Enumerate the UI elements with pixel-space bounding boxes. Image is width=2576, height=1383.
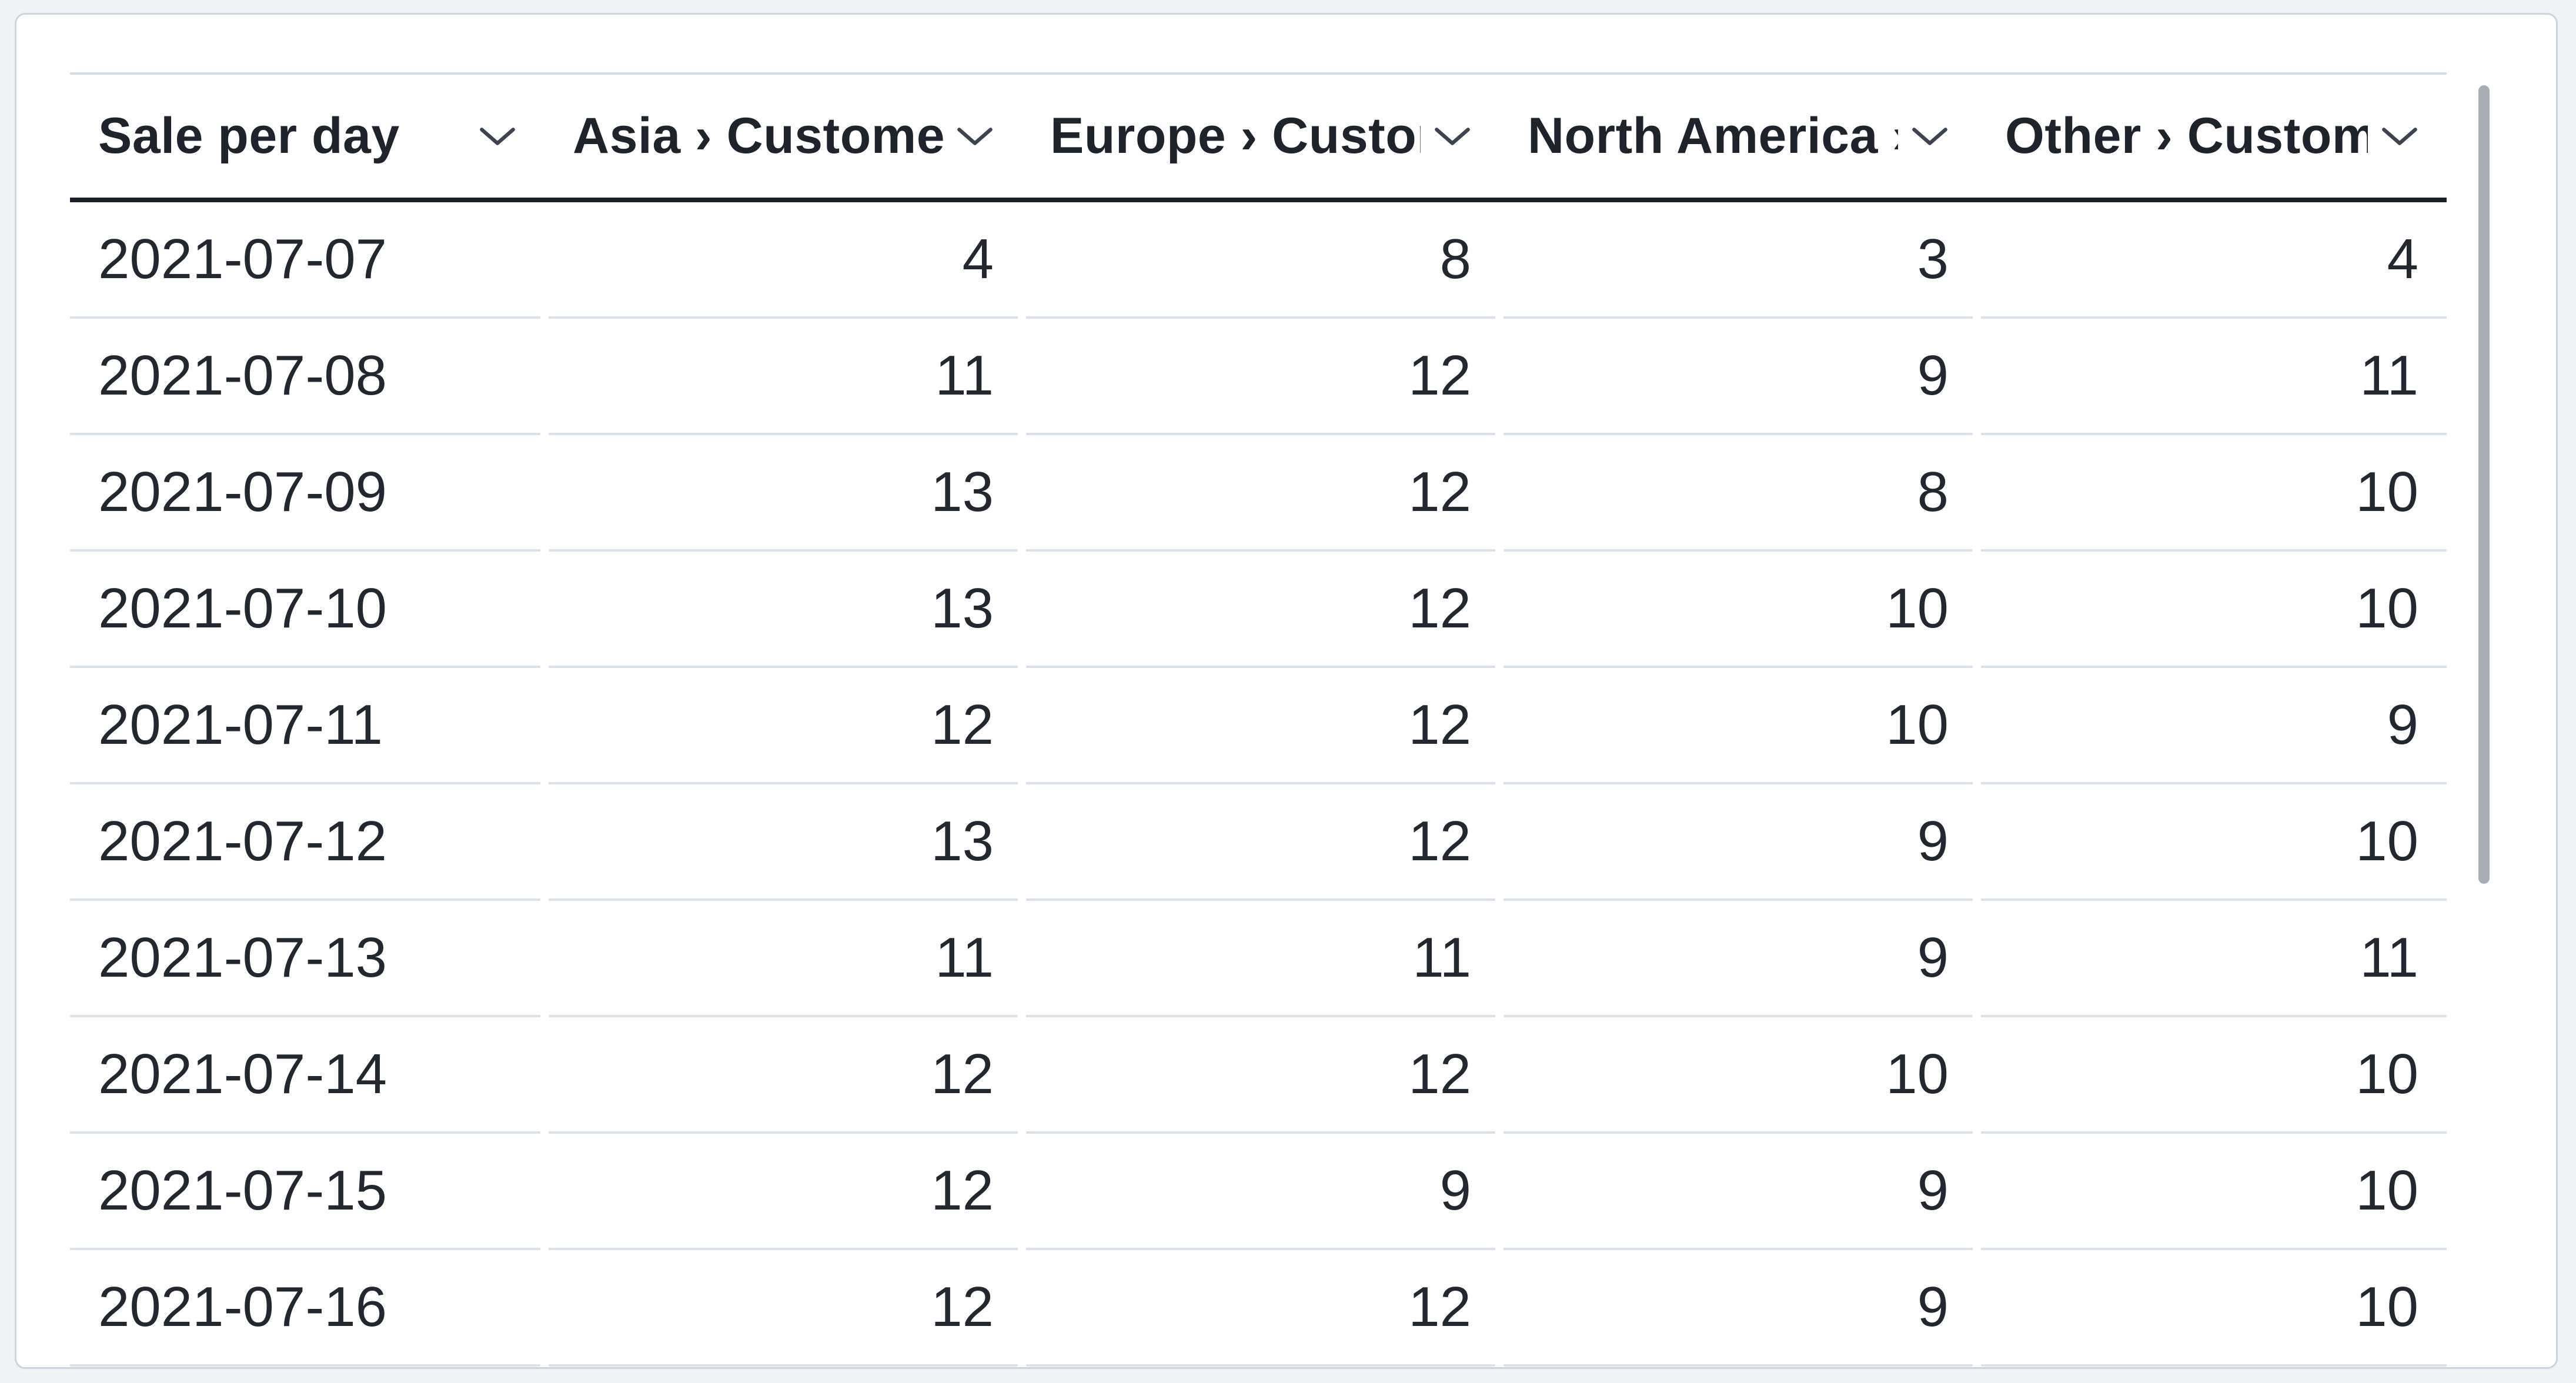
data-table: Sale per day Asia › Customers Europe › Cus…	[70, 72, 2447, 1367]
column-header-north_america[interactable]: North America › Customers	[1499, 75, 1977, 198]
table-header-row: Sale per day Asia › Customers Europe › Cus…	[70, 72, 2447, 202]
table-row: 2021-07-08 11 12 9 11	[70, 319, 2447, 435]
cell-other[interactable]: 10	[1977, 784, 2447, 901]
table-row: 2021-07-11 12 12 10 9	[70, 668, 2447, 784]
cell-other[interactable]: 10	[1977, 435, 2447, 552]
cell-europe[interactable]: 12	[1022, 319, 1499, 435]
cell-date[interactable]: 2021-07-15	[70, 1134, 544, 1250]
cell-north_america[interactable]: 9	[1499, 784, 1977, 901]
cell-date[interactable]: 2021-07-09	[70, 435, 544, 552]
chevron-down-icon[interactable]	[951, 119, 998, 154]
cell-other[interactable]: 10	[1977, 1017, 2447, 1134]
cell-other[interactable]: 10	[1977, 1134, 2447, 1250]
cell-other[interactable]: 10	[1977, 552, 2447, 668]
cell-europe[interactable]: 12	[1022, 668, 1499, 784]
cell-asia[interactable]: 11	[544, 901, 1022, 1017]
table-row: 2021-07-10 13 12 10 10	[70, 552, 2447, 668]
cell-europe[interactable]: 11	[1022, 901, 1499, 1017]
column-header-europe[interactable]: Europe › Customers	[1022, 75, 1499, 198]
vertical-scrollbar[interactable]	[2478, 85, 2490, 1308]
table-row: 2021-07-09 13 12 8 10	[70, 435, 2447, 552]
scrollbar-thumb[interactable]	[2478, 85, 2490, 884]
cell-north_america[interactable]: 10	[1499, 668, 1977, 784]
cell-other[interactable]: 9	[1977, 668, 2447, 784]
cell-europe[interactable]: 12	[1022, 784, 1499, 901]
cell-asia[interactable]: 12	[544, 1250, 1022, 1367]
cell-date[interactable]: 2021-07-08	[70, 319, 544, 435]
cell-asia[interactable]: 4	[544, 202, 1022, 319]
cell-date[interactable]: 2021-07-11	[70, 668, 544, 784]
cell-date[interactable]: 2021-07-10	[70, 552, 544, 668]
cell-date[interactable]: 2021-07-07	[70, 202, 544, 319]
cell-north_america[interactable]: 3	[1499, 202, 1977, 319]
table-row: 2021-07-15 12 9 9 10	[70, 1134, 2447, 1250]
cell-asia[interactable]: 13	[544, 552, 1022, 668]
column-header-other[interactable]: Other › Customers	[1977, 75, 2447, 198]
cell-date[interactable]: 2021-07-12	[70, 784, 544, 901]
table-row: 2021-07-13 11 11 9 11	[70, 901, 2447, 1017]
table-row: 2021-07-12 13 12 9 10	[70, 784, 2447, 901]
cell-asia[interactable]: 12	[544, 1134, 1022, 1250]
cell-other[interactable]: 11	[1977, 319, 2447, 435]
column-header-label: Other › Customers	[2005, 108, 2368, 164]
cell-asia[interactable]: 13	[544, 435, 1022, 552]
cell-north_america[interactable]: 9	[1499, 901, 1977, 1017]
cell-north_america[interactable]: 9	[1499, 319, 1977, 435]
column-header-label: Asia › Customers	[573, 108, 943, 164]
column-header-asia[interactable]: Asia › Customers	[544, 75, 1022, 198]
table-row: 2021-07-14 12 12 10 10	[70, 1017, 2447, 1134]
table-row: 2021-07-16 12 12 9 10	[70, 1250, 2447, 1367]
cell-asia[interactable]: 13	[544, 784, 1022, 901]
cell-asia[interactable]: 12	[544, 668, 1022, 784]
cell-north_america[interactable]: 10	[1499, 1017, 1977, 1134]
table-card: Sale per day Asia › Customers Europe › Cus…	[15, 13, 2558, 1369]
cell-europe[interactable]: 9	[1022, 1134, 1499, 1250]
column-header-date[interactable]: Sale per day	[70, 75, 544, 198]
chevron-down-icon[interactable]	[1906, 119, 1953, 154]
column-header-label: Sale per day	[98, 108, 400, 164]
cell-europe[interactable]: 12	[1022, 1017, 1499, 1134]
chevron-down-icon[interactable]	[474, 119, 521, 154]
cell-north_america[interactable]: 9	[1499, 1134, 1977, 1250]
column-header-label: North America › Customers	[1528, 108, 1898, 164]
chevron-down-icon[interactable]	[2376, 119, 2423, 154]
cell-europe[interactable]: 12	[1022, 1250, 1499, 1367]
cell-north_america[interactable]: 9	[1499, 1250, 1977, 1367]
cell-europe[interactable]: 12	[1022, 552, 1499, 668]
cell-date[interactable]: 2021-07-13	[70, 901, 544, 1017]
cell-north_america[interactable]: 8	[1499, 435, 1977, 552]
cell-date[interactable]: 2021-07-14	[70, 1017, 544, 1134]
cell-asia[interactable]: 11	[544, 319, 1022, 435]
cell-north_america[interactable]: 10	[1499, 552, 1977, 668]
chevron-down-icon[interactable]	[1429, 119, 1476, 154]
column-header-label: Europe › Customers	[1050, 108, 1421, 164]
cell-other[interactable]: 4	[1977, 202, 2447, 319]
cell-asia[interactable]: 12	[544, 1017, 1022, 1134]
table-row: 2021-07-07 4 8 3 4	[70, 202, 2447, 319]
cell-europe[interactable]: 8	[1022, 202, 1499, 319]
cell-europe[interactable]: 12	[1022, 435, 1499, 552]
cell-date[interactable]: 2021-07-16	[70, 1250, 544, 1367]
cell-other[interactable]: 11	[1977, 901, 2447, 1017]
table-body: 2021-07-07 4 8 3 4 2021-07-08 11 12 9 11 2021-07-0…	[70, 202, 2447, 1367]
cell-other[interactable]: 10	[1977, 1250, 2447, 1367]
